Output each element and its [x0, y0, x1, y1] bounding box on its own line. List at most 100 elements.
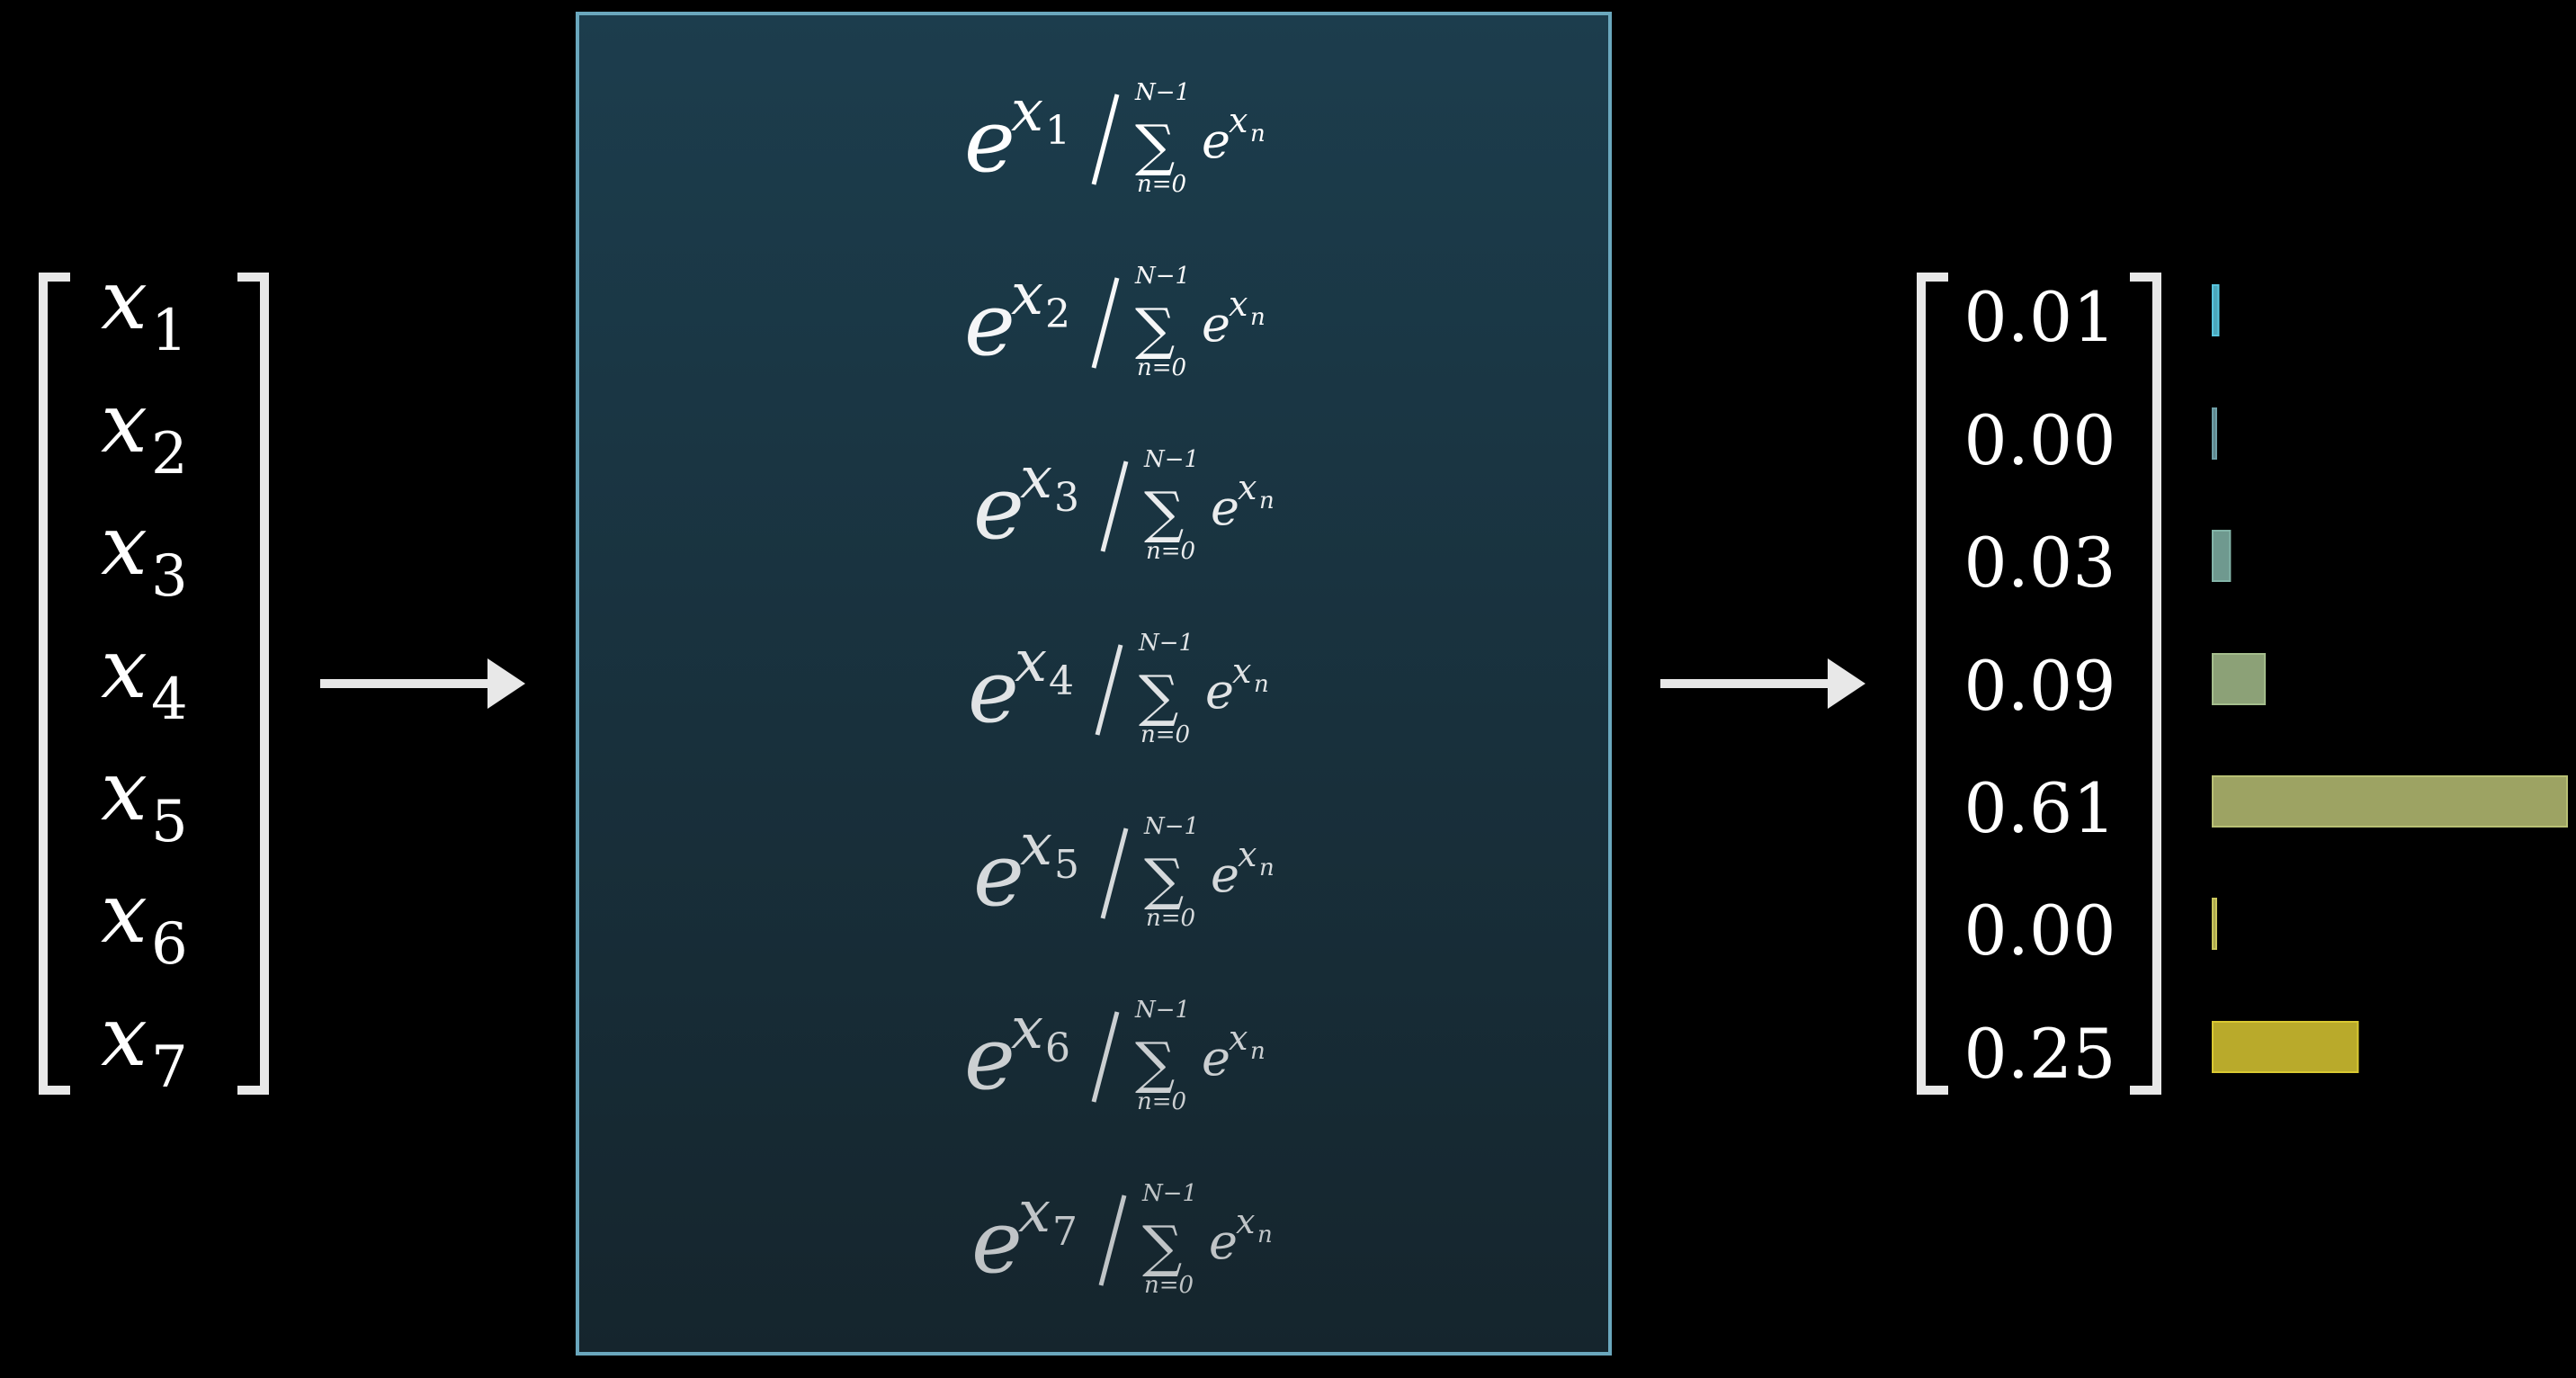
sum-term-exp-base: x	[1229, 1018, 1248, 1058]
sum-lower-limit: n=0	[1137, 354, 1186, 381]
probability-bar-5	[2212, 775, 2568, 828]
output-value-1: 0.01	[1963, 277, 2115, 357]
probability-bar-4	[2212, 653, 2267, 705]
sum-term-base: e	[1205, 663, 1234, 720]
sum-lower-limit: n=0	[1146, 905, 1195, 932]
sum-lower-limit: n=0	[1146, 538, 1195, 565]
sum-term-exp-base: x	[1229, 101, 1248, 140]
sum-term-exp-subscript: n	[1257, 1221, 1273, 1248]
sum-upper-limit: N−1	[1143, 813, 1199, 840]
division-slash	[1098, 1195, 1127, 1286]
sum-term-exp-subscript: n	[1259, 855, 1275, 881]
sum-lower-limit: n=0	[1140, 721, 1190, 748]
output-right-bracket	[2130, 273, 2161, 1095]
division-slash	[1091, 94, 1120, 185]
division-slash	[1100, 461, 1129, 552]
formula-row-5: ex 5N−1∑n=0ex n	[973, 812, 1275, 932]
probability-bar-6	[2212, 898, 2217, 950]
output-value-2: 0.00	[1963, 400, 2115, 480]
sum-term-base: e	[1202, 112, 1230, 169]
sum-term-base: e	[1209, 1213, 1238, 1270]
division-slash	[1091, 1011, 1120, 1103]
probability-bar-3	[2212, 530, 2232, 582]
sum-upper-limit: N−1	[1134, 263, 1190, 290]
softmax-box-rect	[576, 12, 1612, 1356]
formula-row-3: ex 3N−1∑n=0ex n	[973, 445, 1275, 565]
formula-exp-base: x	[1018, 1179, 1051, 1246]
sum-term-base: e	[1211, 479, 1239, 536]
sum-upper-limit: N−1	[1143, 446, 1199, 473]
formula-exp-base: x	[1015, 629, 1047, 695]
sum-term-exp-base: x	[1238, 835, 1257, 874]
formula-row-6: ex 6N−1∑n=0ex n	[964, 996, 1266, 1115]
input-item-subscript: 2	[151, 421, 188, 488]
sum-term-base: e	[1202, 296, 1230, 353]
formula-exp-subscript: 4	[1049, 658, 1074, 704]
input-item-subscript: 7	[151, 1034, 188, 1101]
sum-term-exp-subscript: n	[1250, 121, 1266, 148]
sum-term-exp-base: x	[1238, 468, 1257, 507]
output-vector: 0.01 0.00 0.03 0.09 0.61 0.00 0.25	[1917, 273, 2161, 1095]
formula-exp-subscript: 3	[1054, 475, 1079, 521]
output-value-5: 0.61	[1963, 768, 2115, 848]
sum-term-exp-subscript: n	[1250, 304, 1266, 331]
formula-exp-base: x	[1011, 996, 1043, 1062]
input-item-base: x	[101, 621, 148, 717]
formula-exp-subscript: 6	[1045, 1025, 1070, 1071]
division-slash	[1095, 644, 1123, 736]
sum-term-base: e	[1202, 1030, 1230, 1087]
probability-bar-1	[2212, 284, 2220, 336]
output-value-6: 0.00	[1963, 890, 2115, 971]
sum-upper-limit: N−1	[1134, 79, 1190, 106]
formula-row-4: ex 4N−1∑n=0ex n	[968, 629, 1269, 748]
sum-lower-limit: n=0	[1137, 1088, 1186, 1115]
formula-exp-base: x	[1011, 262, 1043, 328]
input-item-base: x	[101, 743, 148, 839]
sum-term-exp-subscript: n	[1254, 671, 1269, 698]
sum-symbol: ∑	[1144, 479, 1184, 545]
right-bracket	[237, 273, 269, 1095]
sum-term-exp-base: x	[1232, 651, 1251, 691]
formula-row-2: ex 2N−1∑n=0ex n	[964, 262, 1266, 381]
input-vector: x 1x 2x 3x 4x 5x 6x 7	[39, 252, 269, 1101]
output-value-7: 0.25	[1963, 1014, 2115, 1094]
sum-term-exp-subscript: n	[1259, 488, 1275, 515]
output-left-bracket	[1917, 273, 1948, 1095]
sum-symbol: ∑	[1142, 1213, 1182, 1279]
input-item-subscript: 3	[151, 543, 188, 610]
arrow-input-to-softmax	[320, 658, 525, 709]
formula-exp-base: x	[1011, 78, 1043, 145]
formula-row-7: ex 7N−1∑n=0ex n	[971, 1179, 1273, 1299]
arrow-softmax-to-output	[1660, 658, 1865, 709]
sum-lower-limit: n=0	[1144, 1272, 1194, 1299]
input-item-subscript: 4	[151, 667, 188, 733]
input-item-base: x	[101, 497, 148, 594]
sum-upper-limit: N−1	[1138, 630, 1194, 657]
input-item-subscript: 5	[151, 789, 188, 855]
sum-symbol: ∑	[1135, 1030, 1175, 1096]
probability-bars	[2212, 284, 2568, 1073]
division-slash	[1091, 277, 1120, 369]
sum-term-exp-subscript: n	[1250, 1038, 1266, 1065]
probability-bar-7	[2212, 1021, 2359, 1073]
probability-bar-2	[2212, 407, 2217, 460]
formula-exp-subscript: 1	[1045, 108, 1070, 154]
input-item-subscript: 1	[151, 298, 188, 364]
softmax-box: ex 1N−1∑n=0ex nex 2N−1∑n=0ex nex 3N−1∑n=0ex ne…	[576, 12, 1612, 1356]
sum-term-exp-base: x	[1229, 284, 1248, 324]
output-value-4: 0.09	[1963, 646, 2115, 726]
sum-symbol: ∑	[1139, 663, 1178, 729]
formula-exp-base: x	[1020, 445, 1052, 512]
formula-exp-subscript: 2	[1045, 291, 1070, 337]
sum-lower-limit: n=0	[1137, 171, 1186, 198]
formula-base: e	[973, 825, 1024, 926]
input-item-base: x	[101, 865, 148, 962]
formula-base: e	[971, 1192, 1023, 1293]
input-item-base: x	[101, 252, 148, 348]
